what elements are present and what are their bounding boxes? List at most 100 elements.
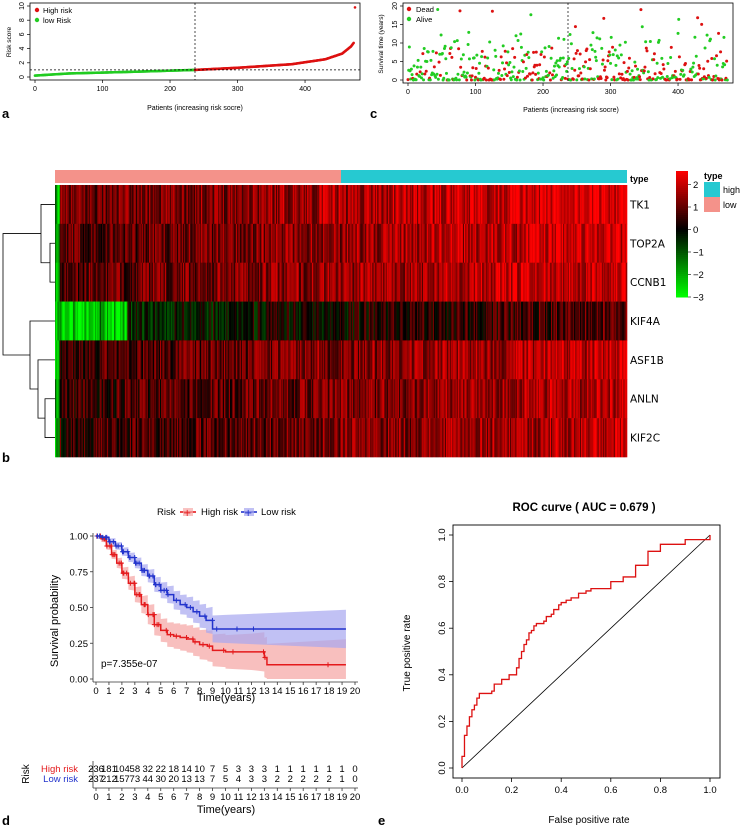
heatmap-cell bbox=[296, 340, 298, 380]
heatmap-cell bbox=[100, 340, 103, 380]
survival-point bbox=[696, 16, 700, 20]
heatmap-cell bbox=[487, 340, 489, 380]
risk-table-x-tick-label: 15 bbox=[285, 792, 296, 803]
roc-frame bbox=[452, 524, 721, 779]
heatmap-cell bbox=[371, 418, 373, 458]
heatmap-cell bbox=[120, 185, 122, 225]
heatmap-cell bbox=[331, 262, 333, 302]
heatmap-cell bbox=[169, 185, 172, 225]
heatmap-cell bbox=[184, 223, 186, 264]
heatmap-cell bbox=[435, 418, 437, 458]
km-legend-high-label: High risk bbox=[201, 507, 238, 518]
heatmap-cell bbox=[354, 185, 356, 225]
heatmap-cell bbox=[313, 301, 315, 341]
heatmap-cell bbox=[371, 262, 373, 302]
heatmap-cell bbox=[283, 340, 285, 380]
heatmap-cell bbox=[532, 379, 535, 419]
heatmap-cell bbox=[303, 223, 306, 264]
heatmap-cell bbox=[226, 223, 228, 264]
heatmap-cell bbox=[404, 223, 407, 264]
heatmap-cell bbox=[194, 262, 197, 302]
heatmap-cell bbox=[468, 185, 471, 225]
heatmap-cell bbox=[386, 418, 389, 458]
colorbar-step bbox=[676, 217, 688, 220]
heatmap-cell bbox=[146, 223, 149, 264]
heatmap-cell bbox=[485, 185, 488, 225]
heatmap-cell bbox=[223, 223, 226, 264]
heatmap-cell bbox=[560, 418, 563, 458]
heatmap-cell bbox=[179, 185, 181, 225]
heatmap-cell bbox=[624, 223, 627, 264]
heatmap-cell bbox=[506, 418, 508, 458]
heatmap-cell bbox=[462, 223, 465, 264]
heatmap-cell bbox=[328, 223, 331, 264]
heatmap-cell bbox=[327, 223, 330, 264]
heatmap-cell bbox=[298, 418, 301, 458]
heatmap-cell bbox=[535, 340, 537, 380]
heatmap-cell bbox=[320, 185, 322, 225]
heatmap-cell bbox=[525, 379, 528, 419]
heatmap-cell bbox=[528, 262, 530, 302]
y-tick-label: 0.50 bbox=[70, 603, 89, 614]
heatmap-cell bbox=[325, 340, 327, 380]
heatmap-cell bbox=[115, 379, 117, 419]
heatmap-cell bbox=[559, 379, 561, 419]
heatmap-cell bbox=[407, 262, 409, 302]
heatmap-cell bbox=[267, 185, 269, 225]
heatmap-cell bbox=[555, 262, 558, 302]
heatmap-cell bbox=[398, 185, 401, 225]
heatmap-cell bbox=[617, 185, 619, 225]
risk-table-x-tick-label: 2 bbox=[119, 792, 124, 803]
heatmap-cell bbox=[426, 262, 429, 302]
heatmap-cell bbox=[57, 262, 59, 302]
heatmap-cell bbox=[435, 379, 437, 419]
censor-mark bbox=[107, 539, 113, 545]
heatmap-cell bbox=[122, 418, 125, 458]
heatmap-cell bbox=[302, 223, 304, 264]
heatmap-cell bbox=[474, 301, 477, 341]
heatmap-cell bbox=[138, 418, 140, 458]
survival-point bbox=[548, 71, 552, 75]
heatmap-cell bbox=[617, 418, 619, 458]
heatmap-cell bbox=[613, 301, 616, 341]
heatmap-cell bbox=[168, 301, 170, 341]
heatmap-cell bbox=[373, 262, 376, 302]
heatmap-cell bbox=[383, 262, 385, 302]
heatmap-cell bbox=[236, 301, 238, 341]
heatmap-cell bbox=[55, 301, 57, 341]
heatmap-cell bbox=[120, 262, 122, 302]
heatmap-cell bbox=[207, 262, 209, 302]
heatmap-cell bbox=[570, 262, 572, 302]
heatmap-cell bbox=[497, 340, 500, 380]
heatmap-cell bbox=[208, 379, 210, 419]
heatmap-cell bbox=[365, 418, 367, 458]
heatmap-cell bbox=[592, 223, 594, 264]
heatmap-cell bbox=[156, 379, 158, 419]
heatmap-cell bbox=[214, 185, 216, 225]
heatmap-cell bbox=[75, 379, 78, 419]
heatmap-cell bbox=[257, 379, 260, 419]
heatmap-cell bbox=[248, 340, 250, 380]
heatmap-cell bbox=[232, 262, 234, 302]
heatmap-cell bbox=[454, 185, 456, 225]
heatmap-cell bbox=[431, 185, 434, 225]
heatmap-cell bbox=[342, 301, 344, 341]
heatmap-cell bbox=[274, 223, 277, 264]
heatmap-cell bbox=[337, 418, 339, 458]
heatmap-cell bbox=[250, 185, 253, 225]
heatmap-cell bbox=[290, 301, 292, 341]
survival-point bbox=[702, 67, 706, 71]
heatmap-cell bbox=[59, 262, 62, 302]
heatmap-cell bbox=[599, 223, 601, 264]
heatmap-cell bbox=[519, 418, 522, 458]
heatmap-cell bbox=[530, 301, 532, 341]
heatmap-cell bbox=[250, 379, 253, 419]
heatmap-cell bbox=[617, 262, 619, 302]
heatmap-cell bbox=[561, 379, 564, 419]
heatmap-cell bbox=[256, 301, 259, 341]
heatmap-cell bbox=[68, 301, 70, 341]
heatmap-cell bbox=[89, 185, 92, 225]
heatmap-cell bbox=[427, 301, 430, 341]
heatmap-cell bbox=[100, 262, 103, 302]
heatmap-cell bbox=[553, 418, 555, 458]
